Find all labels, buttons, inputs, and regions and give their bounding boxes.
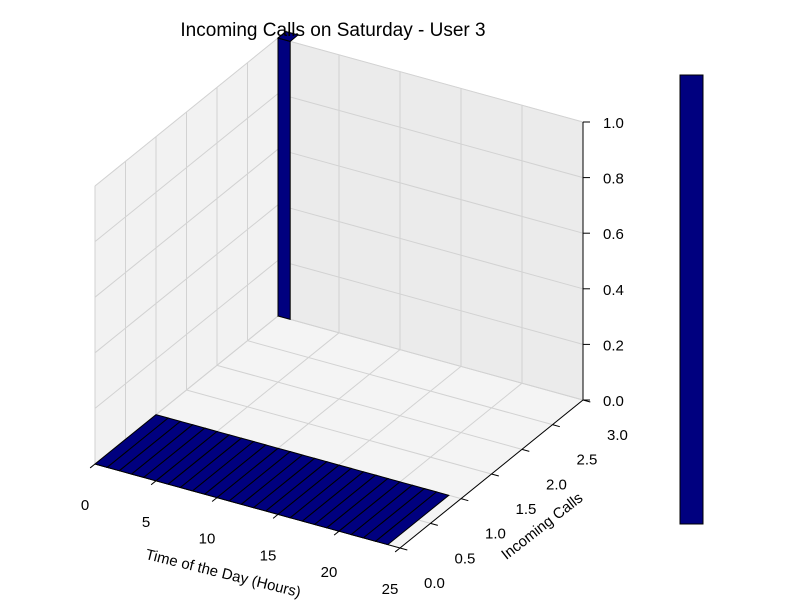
z-tick-label: 0.2	[603, 337, 624, 354]
y-tick-mark	[521, 448, 530, 452]
bars	[93, 30, 450, 546]
left-grid-z	[94, 204, 279, 354]
y-tick-mark	[399, 547, 408, 551]
y-axis-label: Incoming Calls	[498, 489, 586, 563]
y-tick-label: 0.5	[455, 550, 476, 567]
bar-top	[276, 31, 300, 42]
x-tick-label: 5	[142, 514, 150, 531]
z-tick-label: 1.0	[603, 115, 624, 132]
y-tick-label: 1.5	[516, 501, 537, 518]
x-tick-mark	[333, 530, 340, 536]
x-axis-label: Time of the Day (Hours)	[144, 546, 303, 600]
left-grid-z	[94, 93, 279, 242]
back-grid-z	[277, 259, 584, 345]
back-grid-z	[277, 204, 584, 290]
x-tick-mark	[394, 547, 401, 553]
x-tick-label: 20	[321, 564, 338, 581]
floor-grid-y	[216, 364, 523, 450]
y-tick-label: 2.5	[577, 452, 598, 469]
z-tick-label: 0.8	[603, 171, 624, 188]
y-tick-label: 0.0	[424, 575, 445, 592]
y-tick-mark	[460, 498, 469, 502]
left-grid-z	[94, 148, 279, 298]
floor-grid-y	[247, 340, 553, 426]
y-tick-mark	[430, 522, 438, 526]
x-tick-label: 25	[382, 581, 399, 598]
bar-front	[277, 37, 291, 321]
left-grid-z	[94, 260, 279, 409]
y-tick-label: 2.0	[546, 476, 567, 493]
back-grid-z	[277, 93, 584, 179]
back-grid-z	[277, 37, 584, 123]
z-tick-label: 0.6	[603, 226, 624, 243]
x-tick-label: 0	[81, 497, 89, 514]
bar-cell	[374, 491, 450, 546]
y-tick-label: 1.0	[485, 526, 506, 543]
x-tick-mark	[150, 480, 157, 486]
colorbar	[679, 74, 704, 525]
z-tick-label: 0.0	[603, 393, 624, 410]
x-tick-mark	[211, 497, 218, 502]
floor-grid-y	[186, 389, 492, 475]
back-grid-z	[277, 315, 584, 401]
x-tick-label: 10	[199, 531, 216, 548]
x-tick-label: 15	[260, 547, 277, 564]
back-grid-z	[277, 148, 584, 234]
x-tick-mark	[89, 463, 96, 469]
x-tick-mark	[272, 514, 279, 519]
y-tick-mark	[552, 424, 560, 428]
y-tick-label: 3.0	[607, 427, 628, 444]
tick-labels: 0 5 10 15 20 25 0.0 0.5 1.0 1.5 2.0 2.5 3.0 0.0 0.2 0.4…	[81, 115, 628, 598]
y-tick-mark	[491, 473, 499, 477]
z-tick-label: 0.4	[603, 282, 624, 299]
chart-title: Incoming Calls on Saturday - User 3	[180, 20, 486, 41]
left-grid-z	[94, 37, 279, 187]
